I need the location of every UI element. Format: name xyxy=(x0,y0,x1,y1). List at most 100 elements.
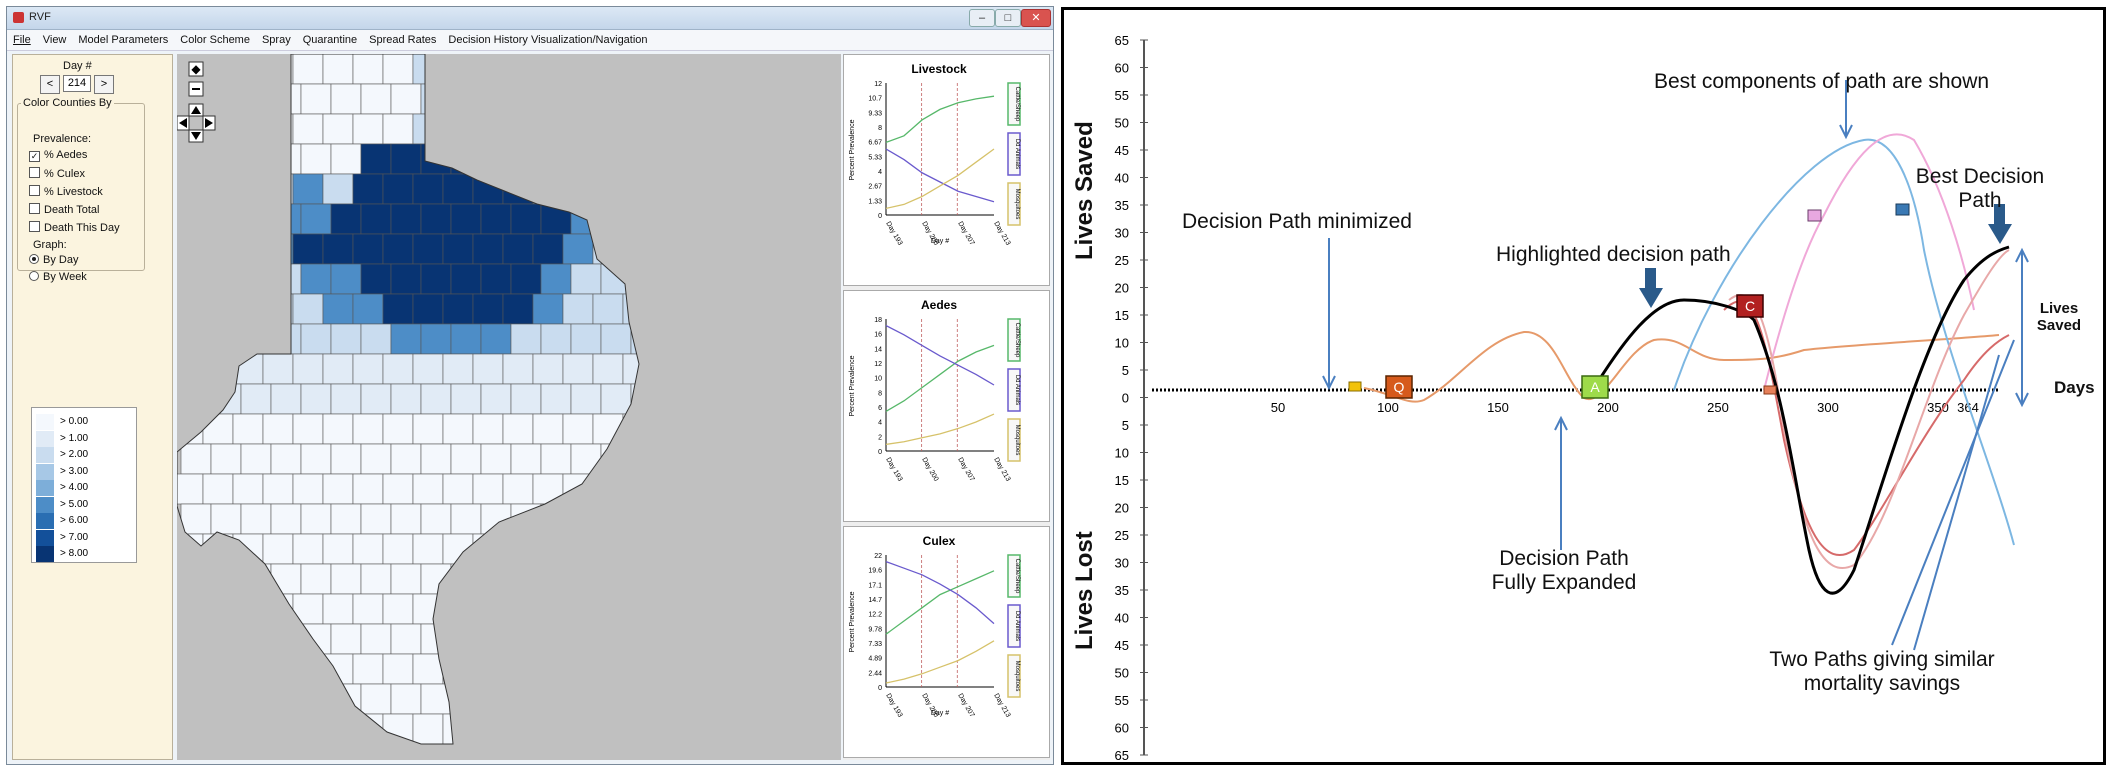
county-cell[interactable] xyxy=(532,353,564,385)
pan-down-button[interactable] xyxy=(188,129,204,143)
county-cell[interactable] xyxy=(300,563,332,595)
county-cell[interactable] xyxy=(622,533,653,565)
county-cell[interactable] xyxy=(330,203,362,235)
county-cell[interactable] xyxy=(177,593,204,625)
radio-selected-icon[interactable] xyxy=(29,254,39,264)
county-cell[interactable] xyxy=(352,54,384,85)
county-cell[interactable] xyxy=(540,683,572,715)
county-cell[interactable] xyxy=(510,323,542,355)
county-cell[interactable] xyxy=(202,293,234,325)
county-cell[interactable] xyxy=(472,353,504,385)
county-cell[interactable] xyxy=(360,443,392,475)
menu-color-scheme[interactable]: Color Scheme xyxy=(180,34,250,46)
county-cell[interactable] xyxy=(630,563,661,595)
county-cell[interactable] xyxy=(292,713,324,744)
county-cell[interactable] xyxy=(412,54,444,85)
county-cell[interactable] xyxy=(300,743,332,760)
county-cell[interactable] xyxy=(177,533,204,565)
county-cell[interactable] xyxy=(510,743,542,760)
county-cell[interactable] xyxy=(330,143,362,175)
county-cell[interactable] xyxy=(352,533,384,565)
county-cell[interactable] xyxy=(502,54,534,85)
county-cell[interactable] xyxy=(450,743,482,760)
county-cell[interactable] xyxy=(330,83,362,115)
county-cell[interactable] xyxy=(480,323,512,355)
county-cell[interactable] xyxy=(360,563,392,595)
county-cell[interactable] xyxy=(322,413,354,445)
county-cell[interactable] xyxy=(202,413,234,445)
county-cell[interactable] xyxy=(352,113,384,145)
county-cell[interactable] xyxy=(177,293,204,325)
county-cell[interactable] xyxy=(232,413,264,445)
county-cell[interactable] xyxy=(600,743,632,760)
county-cell[interactable] xyxy=(630,443,661,475)
county-cell[interactable] xyxy=(180,503,212,535)
county-cell[interactable] xyxy=(300,443,332,475)
county-cell[interactable] xyxy=(210,623,242,655)
county-cell[interactable] xyxy=(382,54,414,85)
county-cell[interactable] xyxy=(210,263,242,295)
county-cell[interactable] xyxy=(352,233,384,265)
option-livestock[interactable]: % Livestock xyxy=(29,185,103,198)
close-button[interactable]: ✕ xyxy=(1021,9,1051,27)
county-cell[interactable] xyxy=(210,443,242,475)
county-cell[interactable] xyxy=(420,743,452,760)
county-cell[interactable] xyxy=(570,263,602,295)
county-cell[interactable] xyxy=(390,323,422,355)
county-cell[interactable] xyxy=(592,533,624,565)
county-cell[interactable] xyxy=(510,443,542,475)
county-cell[interactable] xyxy=(240,83,272,115)
county-cell[interactable] xyxy=(562,473,594,505)
county-cell[interactable] xyxy=(562,353,594,385)
county-cell[interactable] xyxy=(532,233,564,265)
county-cell[interactable] xyxy=(202,353,234,385)
county-cell[interactable] xyxy=(352,413,384,445)
county-cell[interactable] xyxy=(270,383,302,415)
county-cell[interactable] xyxy=(210,323,242,355)
county-cell[interactable] xyxy=(352,353,384,385)
county-cell[interactable] xyxy=(390,743,422,760)
county-cell[interactable] xyxy=(360,143,392,175)
pan-right-button[interactable] xyxy=(202,115,216,131)
county-cell[interactable] xyxy=(442,293,474,325)
county-cell[interactable] xyxy=(592,473,624,505)
option-death-total[interactable]: Death Total xyxy=(29,203,99,216)
county-cell[interactable] xyxy=(570,743,602,760)
county-cell[interactable] xyxy=(630,683,661,715)
county-cell[interactable] xyxy=(232,293,264,325)
county-cell[interactable] xyxy=(292,473,324,505)
county-cell[interactable] xyxy=(622,713,653,744)
county-cell[interactable] xyxy=(420,563,452,595)
county-cell[interactable] xyxy=(502,593,534,625)
county-cell[interactable] xyxy=(472,713,504,744)
county-cell[interactable] xyxy=(330,443,362,475)
county-cell[interactable] xyxy=(390,383,422,415)
county-cell[interactable] xyxy=(630,503,661,535)
county-cell[interactable] xyxy=(570,683,602,715)
county-cell[interactable] xyxy=(322,473,354,505)
county-cell[interactable] xyxy=(390,203,422,235)
county-cell[interactable] xyxy=(262,54,294,85)
county-cell[interactable] xyxy=(622,233,653,265)
county-cell[interactable] xyxy=(540,743,572,760)
county-cell[interactable] xyxy=(270,623,302,655)
county-cell[interactable] xyxy=(540,263,572,295)
county-cell[interactable] xyxy=(330,503,362,535)
county-cell[interactable] xyxy=(262,533,294,565)
county-cell[interactable] xyxy=(480,383,512,415)
county-cell[interactable] xyxy=(322,353,354,385)
blue-marker[interactable] xyxy=(1895,203,1910,216)
county-cell[interactable] xyxy=(240,563,272,595)
county-cell[interactable] xyxy=(382,593,414,625)
county-cell[interactable] xyxy=(570,563,602,595)
county-cell[interactable] xyxy=(412,113,444,145)
county-cell[interactable] xyxy=(322,593,354,625)
county-cell[interactable] xyxy=(472,473,504,505)
county-cell[interactable] xyxy=(322,173,354,205)
county-cell[interactable] xyxy=(622,173,653,205)
county-cell[interactable] xyxy=(570,323,602,355)
county-cell[interactable] xyxy=(510,83,542,115)
county-cell[interactable] xyxy=(300,143,332,175)
county-cell[interactable] xyxy=(360,623,392,655)
county-cell[interactable] xyxy=(352,713,384,744)
